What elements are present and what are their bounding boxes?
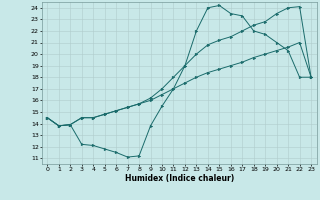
X-axis label: Humidex (Indice chaleur): Humidex (Indice chaleur) [124, 174, 234, 183]
